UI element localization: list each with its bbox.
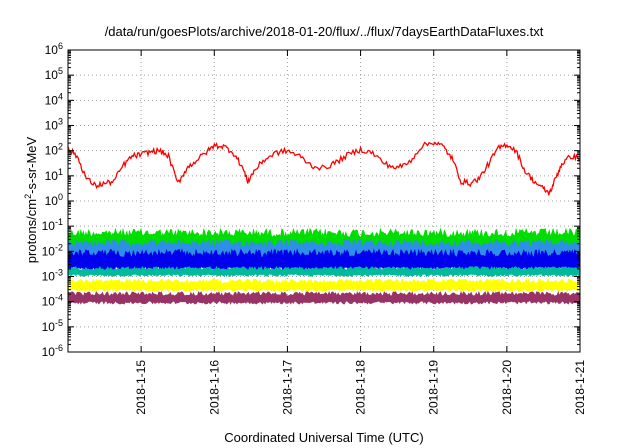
- x-tick-label: 2018-1-21: [573, 360, 587, 415]
- x-axis-title: Coordinated Universal Time (UTC): [224, 430, 423, 445]
- y-tick-label: 106: [45, 41, 63, 57]
- y-axis-title-sup: 2: [23, 194, 33, 199]
- series-layer: [67, 141, 581, 305]
- x-tick-label: 2018-1-16: [207, 360, 221, 415]
- series-band: [67, 265, 581, 278]
- x-tick-label: 2018-1-15: [134, 360, 148, 415]
- y-tick-label: 10-3: [42, 268, 63, 284]
- y-tick-label: 10-4: [42, 293, 63, 309]
- y-tick-label: 10-1: [42, 217, 63, 233]
- y-tick-label: 100: [45, 192, 63, 208]
- x-tick-label: 2018-1-17: [280, 360, 294, 415]
- y-tick-label: 103: [45, 117, 63, 133]
- y-tick-label: 102: [45, 142, 63, 158]
- x-tick-label: 2018-1-18: [354, 360, 368, 415]
- y-tick-label: 10-5: [42, 318, 63, 334]
- series-line: [67, 141, 581, 196]
- y-tick-label: 105: [45, 66, 63, 82]
- y-tick-label: 10-2: [42, 242, 63, 258]
- y-axis-title-base: protons/cm: [24, 199, 39, 263]
- y-tick-label: 10-6: [42, 343, 63, 359]
- y-tick-label: 104: [45, 91, 63, 107]
- y-axis-title: protons/cm2-s-sr-MeV: [23, 136, 39, 263]
- x-tick-label: 2018-1-20: [500, 360, 514, 415]
- y-axis-title-rest: -s-sr-MeV: [24, 136, 39, 193]
- y-tick-label: 101: [45, 167, 63, 183]
- ticks: 10-6 10-5 10-4 10-3 10-2 10-1 100 101 102 103 104 1…: [42, 41, 587, 415]
- x-tick-label: 2018-1-19: [427, 360, 441, 415]
- chart-title: /data/run/goesPlots/archive/2018-01-20/f…: [105, 24, 544, 39]
